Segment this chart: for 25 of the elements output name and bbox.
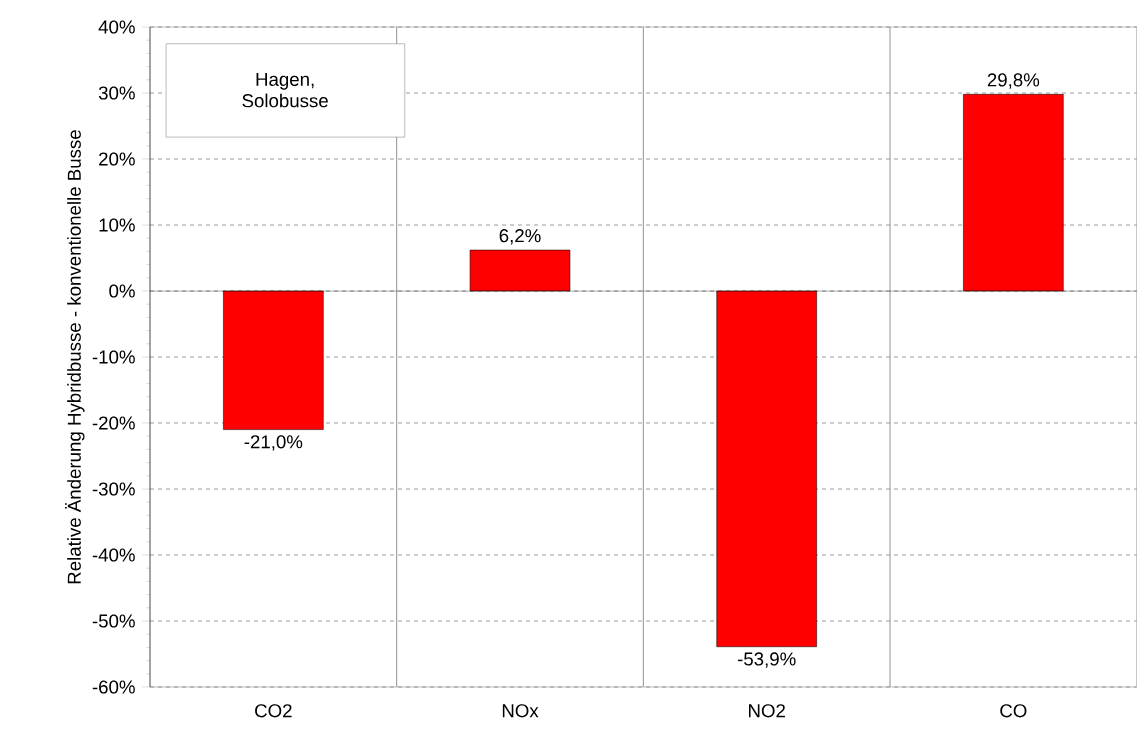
y-tick-label: -30%: [92, 482, 135, 496]
bar: [963, 94, 1064, 292]
y-axis-title: Relative Änderung Hybridbusse - konventionelle Busse: [65, 130, 85, 584]
y-tick-label: -50%: [92, 614, 135, 628]
y-tick-label: 0%: [109, 284, 135, 298]
bar: [469, 249, 571, 292]
annotation: Hagen, Solobusse: [242, 72, 328, 108]
y-tick-label: -10%: [92, 350, 135, 364]
bar: [223, 290, 324, 430]
data-label: 29,8%: [987, 73, 1040, 89]
x-tick-label: NOx: [502, 704, 539, 718]
y-tick-label: 20%: [99, 152, 135, 166]
bar: [716, 290, 817, 648]
y-tick-label: -60%: [92, 680, 135, 694]
x-tick-label: NO2: [749, 704, 785, 718]
data-label: -21,0%: [244, 435, 303, 451]
y-tick-label: 40%: [98, 20, 135, 34]
data-label: -53,9%: [737, 652, 796, 668]
x-tick-label: CO: [1000, 704, 1027, 718]
x-tick-label: CO2: [255, 704, 292, 718]
data-label: 6,2%: [499, 229, 541, 245]
y-tick-label: -20%: [92, 416, 135, 430]
y-tick-label: 30%: [98, 86, 135, 100]
y-tick-label: -40%: [92, 548, 135, 562]
y-tick-label: 10%: [99, 218, 135, 232]
